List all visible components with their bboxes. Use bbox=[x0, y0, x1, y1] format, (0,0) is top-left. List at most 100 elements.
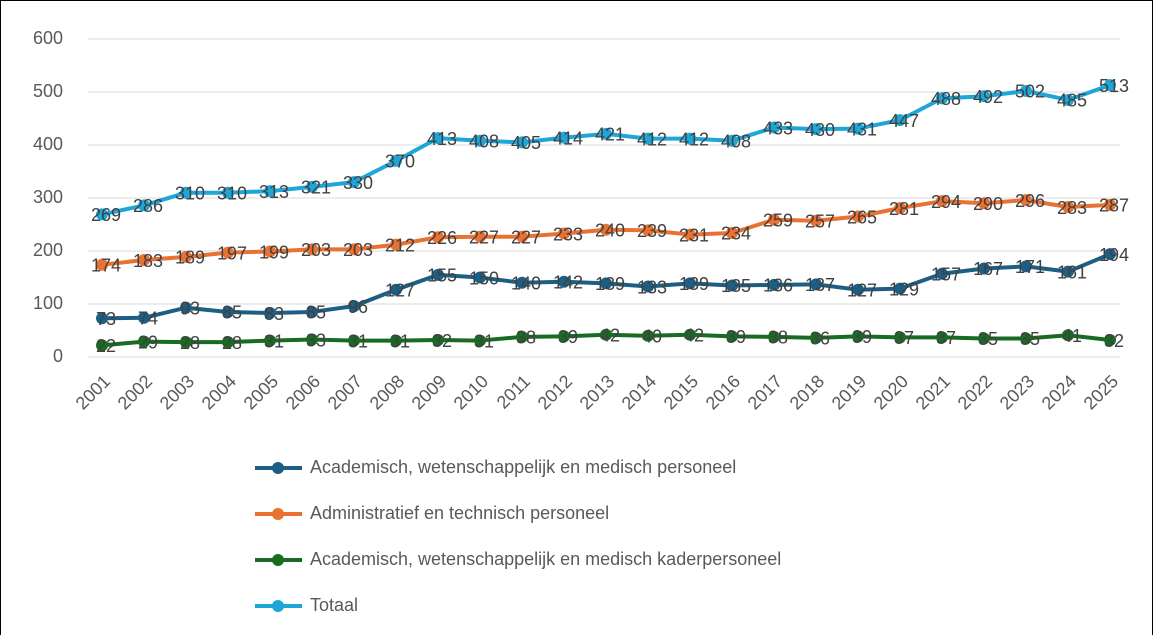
legend-label: Academisch, wetenschappelijk en medisch … bbox=[310, 549, 781, 569]
data-point bbox=[516, 330, 528, 343]
data-label: 370 bbox=[385, 152, 415, 172]
data-point bbox=[96, 312, 108, 325]
data-point bbox=[726, 330, 738, 343]
data-label: 492 bbox=[973, 87, 1003, 107]
data-point bbox=[96, 208, 108, 221]
data-point bbox=[642, 280, 654, 293]
data-label: 137 bbox=[805, 275, 835, 295]
data-point bbox=[936, 92, 948, 105]
data-label: 231 bbox=[679, 225, 709, 245]
data-point bbox=[1104, 79, 1116, 92]
legend-marker bbox=[272, 462, 284, 474]
data-point bbox=[936, 331, 948, 344]
legend-label: Academisch, wetenschappelijk en medisch … bbox=[310, 457, 736, 477]
data-label: 150 bbox=[469, 268, 499, 288]
data-point bbox=[768, 121, 780, 134]
data-point bbox=[180, 186, 192, 199]
data-point bbox=[432, 231, 444, 244]
data-label: 139 bbox=[595, 274, 625, 294]
data-point bbox=[1062, 201, 1074, 214]
data-label: 290 bbox=[973, 194, 1003, 214]
data-label: 502 bbox=[1015, 82, 1045, 102]
data-point bbox=[516, 276, 528, 289]
data-point bbox=[264, 334, 276, 347]
data-point bbox=[138, 199, 150, 212]
data-label: 38 bbox=[516, 328, 536, 348]
data-point bbox=[1020, 332, 1032, 345]
data-point bbox=[306, 180, 318, 193]
legend-marker bbox=[272, 600, 284, 612]
data-label: 139 bbox=[679, 274, 709, 294]
data-point bbox=[600, 277, 612, 290]
data-label: 142 bbox=[553, 272, 583, 292]
data-point bbox=[96, 258, 108, 271]
data-point bbox=[306, 243, 318, 256]
data-label: 421 bbox=[595, 125, 625, 145]
data-label: 39 bbox=[558, 327, 578, 347]
y-tick-label: 100 bbox=[33, 293, 63, 313]
data-point bbox=[474, 230, 486, 243]
data-label: 85 bbox=[222, 303, 242, 323]
data-label: 226 bbox=[427, 228, 457, 248]
data-point bbox=[180, 301, 192, 314]
data-label: 161 bbox=[1057, 262, 1087, 282]
data-point bbox=[726, 279, 738, 292]
data-label: 136 bbox=[763, 276, 793, 296]
data-label: 74 bbox=[138, 309, 158, 329]
data-point bbox=[306, 333, 318, 346]
data-label: 412 bbox=[679, 129, 709, 149]
data-point bbox=[600, 328, 612, 341]
data-point bbox=[978, 332, 990, 345]
data-point bbox=[978, 197, 990, 210]
data-label: 32 bbox=[432, 331, 452, 351]
data-label: 257 bbox=[805, 212, 835, 232]
data-point bbox=[222, 246, 234, 259]
data-point bbox=[348, 176, 360, 189]
data-point bbox=[558, 330, 570, 343]
data-point bbox=[348, 243, 360, 256]
data-label: 212 bbox=[385, 235, 415, 255]
data-label: 35 bbox=[1020, 329, 1040, 349]
data-point bbox=[684, 277, 696, 290]
data-label: 93 bbox=[180, 298, 200, 318]
data-label: 286 bbox=[133, 196, 163, 216]
data-point bbox=[390, 334, 402, 347]
data-label: 83 bbox=[264, 304, 284, 324]
data-label: 133 bbox=[637, 277, 667, 297]
data-label: 485 bbox=[1057, 91, 1087, 111]
data-point bbox=[726, 226, 738, 239]
data-label: 40 bbox=[642, 327, 662, 347]
data-label: 35 bbox=[978, 329, 998, 349]
data-label: 259 bbox=[763, 210, 793, 230]
data-point bbox=[684, 328, 696, 341]
data-point bbox=[642, 224, 654, 237]
data-label: 174 bbox=[91, 256, 121, 276]
y-tick-label: 600 bbox=[33, 28, 63, 48]
data-point bbox=[306, 305, 318, 318]
data-label: 129 bbox=[889, 279, 919, 299]
data-label: 39 bbox=[726, 327, 746, 347]
data-label: 203 bbox=[343, 240, 373, 260]
data-label: 37 bbox=[936, 328, 956, 348]
data-point bbox=[558, 131, 570, 144]
data-label: 283 bbox=[1057, 198, 1087, 218]
data-label: 197 bbox=[217, 243, 247, 263]
data-point bbox=[810, 278, 822, 291]
data-point bbox=[852, 283, 864, 296]
data-label: 227 bbox=[469, 227, 499, 247]
data-label: 140 bbox=[511, 274, 541, 294]
data-label: 42 bbox=[600, 325, 620, 345]
data-point bbox=[684, 228, 696, 241]
data-point bbox=[390, 154, 402, 167]
data-label: 227 bbox=[511, 227, 541, 247]
data-point bbox=[726, 134, 738, 147]
data-point bbox=[264, 307, 276, 320]
data-point bbox=[810, 214, 822, 227]
data-point bbox=[222, 186, 234, 199]
data-label: 31 bbox=[474, 331, 494, 351]
data-point bbox=[852, 330, 864, 343]
data-label: 488 bbox=[931, 89, 961, 109]
data-point bbox=[894, 331, 906, 344]
data-point bbox=[852, 210, 864, 223]
